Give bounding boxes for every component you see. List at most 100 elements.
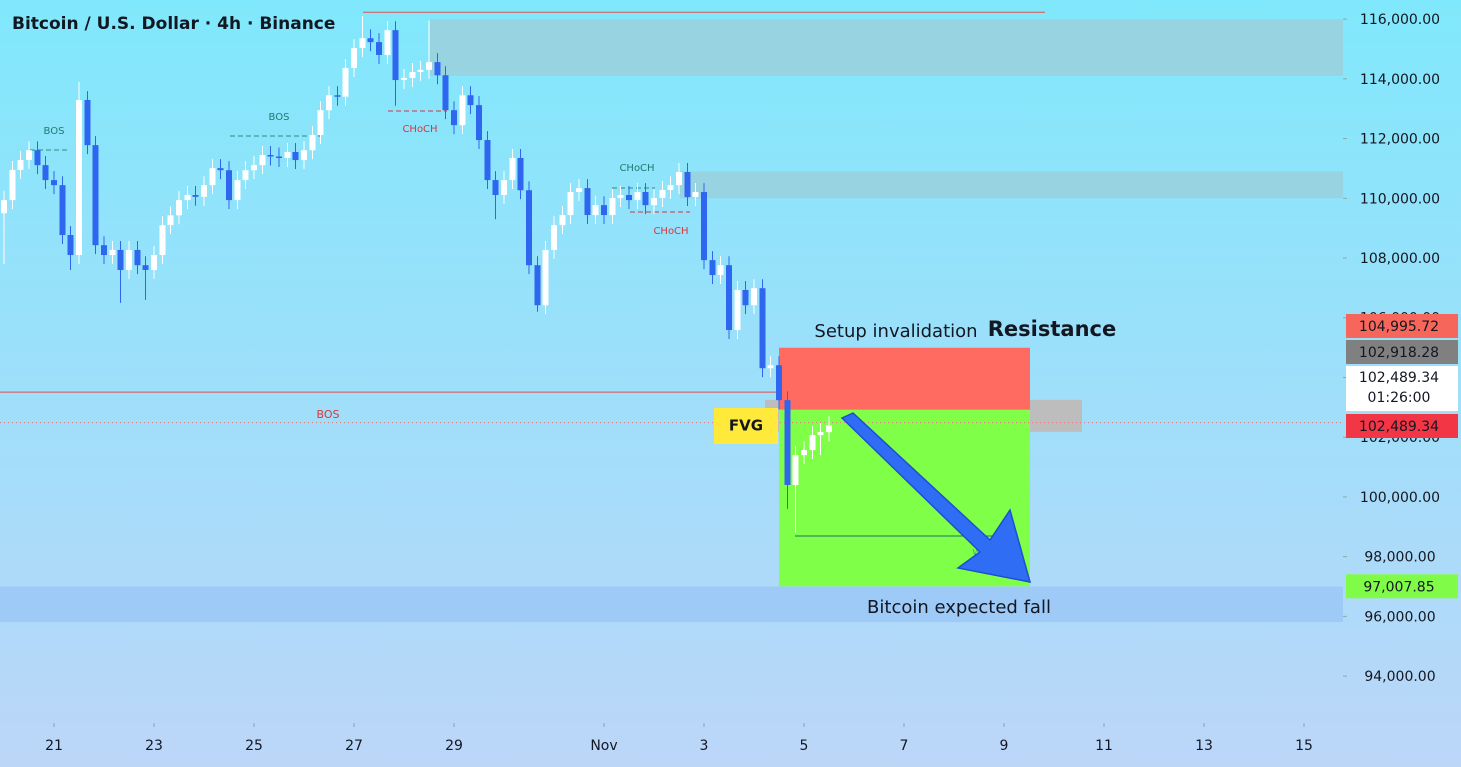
candle-body bbox=[59, 185, 66, 236]
candle-body bbox=[234, 180, 241, 201]
candle-body bbox=[642, 192, 649, 206]
price-label: 102,918.28 bbox=[1359, 345, 1439, 361]
candle-body bbox=[534, 265, 541, 306]
candle-body bbox=[92, 145, 99, 246]
x-tick-label: 5 bbox=[800, 738, 809, 754]
candle-body bbox=[409, 71, 416, 78]
candle-body bbox=[34, 150, 41, 166]
candle-body bbox=[576, 188, 582, 193]
candle-body bbox=[467, 95, 474, 106]
annotation: Resistance bbox=[988, 317, 1116, 341]
candle-body bbox=[434, 62, 441, 76]
x-tick-label: 15 bbox=[1295, 738, 1313, 754]
candle-body bbox=[592, 205, 599, 216]
candle-body bbox=[292, 152, 299, 161]
price-label-box bbox=[1346, 414, 1458, 438]
price-label: 104,995.72 bbox=[1359, 319, 1439, 335]
x-tick-label: 3 bbox=[700, 738, 709, 754]
candle-body bbox=[526, 190, 532, 266]
chart-title: Bitcoin / U.S. Dollar · 4h · Binance bbox=[12, 14, 335, 34]
annotation: BOS bbox=[269, 112, 290, 123]
zone bbox=[680, 171, 1343, 199]
y-tick-label: 96,000.00 bbox=[1364, 609, 1435, 625]
candle-body bbox=[451, 110, 457, 126]
candle-body bbox=[684, 172, 691, 198]
candle-body bbox=[251, 165, 257, 171]
candle-body bbox=[309, 134, 316, 151]
candle-body bbox=[209, 168, 216, 186]
candle-body bbox=[476, 105, 482, 141]
x-tick-label: 13 bbox=[1195, 738, 1213, 754]
x-tick-label: 7 bbox=[900, 738, 909, 754]
candle-body bbox=[584, 188, 591, 216]
plot-background bbox=[0, 11, 1343, 623]
candle-body bbox=[117, 249, 124, 270]
zone bbox=[430, 19, 1343, 76]
candle-body bbox=[601, 205, 607, 216]
candle-body bbox=[801, 450, 807, 456]
annotation: Setup invalidation bbox=[814, 321, 977, 342]
candle-body bbox=[109, 249, 116, 256]
candle-body bbox=[51, 180, 57, 186]
candle-body bbox=[617, 195, 624, 198]
candle-body bbox=[809, 435, 816, 451]
last-price: 102,489.34 bbox=[1359, 370, 1439, 386]
y-tick-label: 94,000.00 bbox=[1364, 669, 1435, 685]
candle-body bbox=[384, 30, 391, 55]
arrow bbox=[840, 412, 1032, 583]
candle-body bbox=[226, 170, 232, 201]
candle-body bbox=[359, 38, 366, 49]
candle-body bbox=[184, 195, 191, 201]
annotation: FVG bbox=[729, 417, 763, 435]
candle-body bbox=[776, 365, 782, 401]
candle-body bbox=[201, 185, 207, 197]
candle-body bbox=[276, 156, 282, 158]
candle-body bbox=[267, 154, 274, 157]
candle-body bbox=[9, 169, 16, 201]
annotation: CHoCH bbox=[653, 226, 688, 237]
x-tick-label: Nov bbox=[590, 738, 617, 754]
price-label-box bbox=[1346, 340, 1458, 364]
fvg-box bbox=[714, 408, 778, 444]
candle-body bbox=[567, 192, 574, 216]
candle-body bbox=[551, 225, 557, 250]
x-tick-label: 27 bbox=[345, 738, 363, 754]
x-tick-label: 11 bbox=[1095, 738, 1113, 754]
candle-body bbox=[392, 30, 399, 81]
candle-body bbox=[351, 48, 357, 69]
annotation: CHoCH bbox=[619, 163, 654, 174]
x-tick-label: 29 bbox=[445, 738, 463, 754]
candle-body bbox=[659, 189, 666, 198]
annotation: CHoCH bbox=[402, 124, 437, 135]
candle-body bbox=[159, 225, 166, 256]
last-price-box bbox=[1346, 366, 1458, 411]
candle-body bbox=[826, 425, 832, 433]
candle-body bbox=[192, 195, 199, 197]
price-label: 97,007.85 bbox=[1363, 579, 1434, 595]
candle-body bbox=[442, 75, 449, 111]
candle-body bbox=[367, 38, 374, 43]
candle-body bbox=[676, 172, 682, 186]
candle-body bbox=[284, 152, 291, 158]
candle-body bbox=[609, 197, 616, 216]
y-tick-label: 108,000.00 bbox=[1360, 251, 1440, 267]
candle-body bbox=[784, 400, 791, 485]
candle-body bbox=[651, 197, 657, 206]
x-tick-label: 21 bbox=[45, 738, 63, 754]
candle-body bbox=[509, 157, 516, 181]
candle-body bbox=[692, 192, 699, 198]
candle-body bbox=[709, 260, 716, 276]
candle-body bbox=[492, 180, 499, 196]
candle-body bbox=[667, 185, 674, 190]
candle-body bbox=[559, 215, 566, 226]
candle-body bbox=[76, 100, 82, 256]
candle-body bbox=[126, 249, 132, 270]
candle-body bbox=[459, 95, 466, 126]
y-tick-label: 116,000.00 bbox=[1360, 12, 1440, 28]
axes: 94,000.00 96,000.00 98,000.00 100,000.00 102… bbox=[45, 12, 1458, 754]
candle-body bbox=[17, 160, 24, 170]
candle-body bbox=[0, 200, 7, 214]
candle-body bbox=[634, 192, 641, 201]
candle-body bbox=[242, 170, 249, 181]
candle-body bbox=[167, 215, 174, 226]
